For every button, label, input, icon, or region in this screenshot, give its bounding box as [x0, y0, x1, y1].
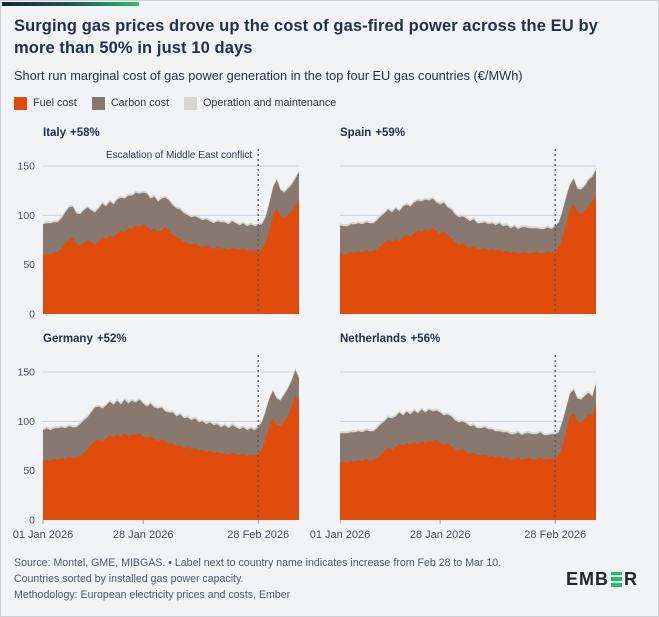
fuel-cost-area	[340, 403, 596, 520]
germany-chart: 0 50 100 150	[17, 354, 299, 525]
legend-label: Fuel cost	[33, 97, 77, 110]
country-change-badge: +52%	[96, 332, 127, 345]
y-tick-label: 100	[17, 415, 35, 427]
netherlands-plot	[340, 353, 596, 525]
germany-x-axis: 01 Jan 2026 28 Jan 2026 28 Feb 2026	[13, 527, 299, 543]
chart-title-italy: Italy +58%	[13, 127, 299, 141]
chart-cell-italy: Italy +58% 0 50 100 150 Escalation of Middle …	[13, 127, 299, 319]
page-title: Surging gas prices drove up the cost of …	[14, 17, 598, 57]
source-note: Source: Montel, GME, MIBGAS. • Label nex…	[14, 555, 501, 604]
y-tick-label: 100	[17, 209, 35, 221]
country-change-badge: +59%	[375, 126, 406, 139]
x-tick-label: 28 Jan 2026	[409, 528, 471, 541]
x-tick-label: 01 Jan 2026	[309, 528, 371, 541]
y-tick-label: 150	[17, 366, 35, 378]
legend-item-operation-maintenance: Operation and maintenance	[184, 96, 337, 110]
country-change-badge: +56%	[410, 332, 441, 345]
x-tick-label: 28 Feb 2026	[524, 528, 587, 541]
country-name: Netherlands	[340, 332, 407, 345]
legend: Fuel cost Carbon cost Operation and main…	[14, 96, 658, 110]
x-tick-label: 28 Jan 2026	[112, 528, 174, 541]
carbon-cost-swatch	[91, 96, 105, 110]
x-tick-label: 28 Feb 2026	[227, 528, 290, 541]
source-line-2: Countries sorted by installed gas power …	[14, 572, 244, 585]
ember-logo: EMB R	[566, 569, 638, 590]
fuel-cost-swatch	[14, 96, 27, 110]
ember-logo-green-e-icon	[611, 571, 622, 587]
italy-plot: 0 50 100 150 Escalation of Middle East confl…	[13, 147, 299, 319]
spain-plot	[340, 147, 596, 319]
y-tick-label: 150	[17, 160, 35, 172]
source-line-3: Methodology: European electricity prices…	[14, 589, 291, 602]
header: Surging gas prices drove up the cost of …	[1, 1, 658, 83]
chart-cell-spain: Spain +59%	[340, 127, 596, 319]
germany-plot: 0 50 100 150	[13, 353, 299, 525]
footer: Source: Montel, GME, MIBGAS. • Label nex…	[1, 543, 658, 604]
chart-title-spain: Spain +59%	[340, 127, 596, 141]
legend-label: Operation and maintenance	[203, 97, 337, 110]
fuel-cost-area	[43, 199, 299, 314]
country-name: Spain	[340, 126, 372, 139]
y-tick-label: 50	[23, 259, 35, 271]
ember-logo-letters: R	[624, 568, 638, 589]
chart-title-netherlands: Netherlands +56%	[340, 333, 596, 347]
legend-label: Carbon cost	[110, 97, 170, 110]
source-line-1: Source: Montel, GME, MIBGAS. • Label nex…	[14, 556, 502, 569]
y-tick-label: 50	[23, 465, 35, 477]
y-tick-label: 0	[29, 308, 35, 319]
fuel-cost-area	[43, 394, 299, 520]
netherlands-chart	[340, 354, 596, 524]
operation-maintenance-swatch	[184, 96, 198, 110]
country-name: Italy	[43, 126, 67, 139]
spain-chart	[340, 148, 596, 314]
chart-title-germany: Germany +52%	[13, 333, 299, 347]
annotation-label: Escalation of Middle East conflict	[106, 150, 252, 161]
country-name: Germany	[43, 332, 93, 345]
legend-item-carbon-cost: Carbon cost	[91, 96, 170, 110]
brand-gradient-bar	[2, 2, 139, 6]
x-tick-label: 01 Jan 2026	[12, 528, 74, 541]
page-subtitle: Short run marginal cost of gas power gen…	[14, 67, 523, 83]
legend-item-fuel-cost: Fuel cost	[14, 96, 77, 110]
charts-grid: Italy +58% 0 50 100 150 Escalation of Middle …	[13, 127, 658, 543]
italy-chart: 0 50 100 150 Escalation of Middle East confl…	[17, 148, 299, 319]
netherlands-x-axis: 01 Jan 2026 28 Jan 2026 28 Feb 2026	[310, 527, 596, 543]
ember-logo-letters: EMB	[566, 568, 609, 589]
y-tick-label: 0	[29, 514, 35, 525]
fuel-cost-area	[340, 193, 596, 314]
chart-cell-netherlands: Netherlands +56% 01 Jan 2026 28 Jan 2026 28…	[310, 333, 596, 543]
country-change-badge: +58%	[70, 126, 100, 139]
chart-cell-germany: Germany +52% 0 50 100 150 01 Jan 2026 28 Jan …	[13, 333, 299, 543]
